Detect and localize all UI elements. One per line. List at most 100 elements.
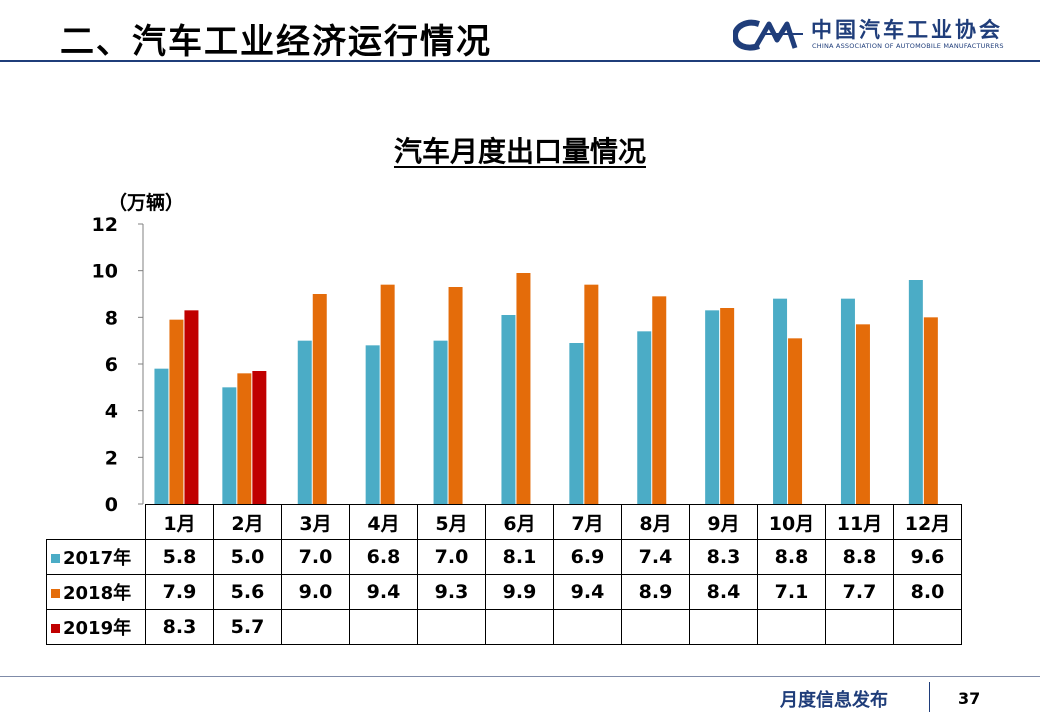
data-label: 5.8 [145,539,214,575]
y-axis-unit-label: （万辆） [108,192,185,214]
bar-2017年-9月 [705,310,720,504]
data-label: 8.4 [689,574,758,610]
data-label: 8.3 [689,539,758,575]
bar-2018年-7月 [584,284,599,504]
bar-2018年-6月 [516,273,531,504]
caam-logo: 中国汽车工业协会 CHINA ASSOCIATION OF AUTOMOBILE… [733,12,1033,58]
y-tick-label: 2 [105,447,118,469]
page-number: 37 [958,689,981,708]
legend-swatch [51,589,60,598]
x-tick-label: 8月 [621,504,690,540]
bar-2018年-5月 [448,287,463,504]
data-label [689,609,758,645]
bar-2019年-2月 [252,371,267,504]
data-label: 9.9 [485,574,554,610]
bar-2018年-9月 [720,308,735,504]
bar-2017年-5月 [433,340,448,504]
data-label: 9.4 [553,574,622,610]
x-tick-label: 1月 [145,504,214,540]
legend-label: 2017年 [63,548,132,569]
data-label: 8.9 [621,574,690,610]
bar-2017年-10月 [773,298,788,504]
data-label: 8.0 [893,574,962,610]
data-label: 5.6 [213,574,282,610]
data-label: 9.6 [893,539,962,575]
y-tick-label: 12 [92,214,118,236]
bar-2018年-10月 [788,338,803,504]
data-label [553,609,622,645]
x-tick-label: 6月 [485,504,554,540]
bar-2017年-3月 [297,340,312,504]
bar-2018年-11月 [855,324,870,504]
caam-logo-mark-icon [733,19,803,51]
data-label: 7.4 [621,539,690,575]
bar-2018年-4月 [380,284,395,504]
data-label: 8.8 [757,539,826,575]
bar-2019年-1月 [184,310,199,504]
legend-swatch [51,554,60,563]
x-tick-label: 10月 [757,504,826,540]
footer-label: 月度信息发布 [780,690,888,711]
data-label: 9.0 [281,574,350,610]
data-label [485,609,554,645]
x-tick-label: 3月 [281,504,350,540]
legend-label: 2018年 [63,583,132,604]
table-header-row: 1月 2月 3月 4月 5月 6月 7月 8月 9月 10月 11月 12月 [46,504,962,540]
data-label: 5.7 [213,609,282,645]
bar-2018年-2月 [237,373,252,504]
data-label: 8.8 [825,539,894,575]
legend-entry: 2018年 [46,574,146,610]
header-divider [0,60,1040,62]
bar-2017年-2月 [222,387,237,504]
data-label: 7.9 [145,574,214,610]
y-tick-label: 6 [105,354,118,376]
footer-divider [0,676,1040,677]
data-label: 7.1 [757,574,826,610]
data-label: 7.7 [825,574,894,610]
data-label [281,609,350,645]
logo-english-name: CHINA ASSOCIATION OF AUTOMOBILE MANUFACT… [812,42,1004,50]
page-title: 二、汽车工业经济运行情况 [60,22,492,62]
bar-2017年-6月 [501,315,516,504]
y-tick-label: 4 [105,401,118,423]
data-label: 7.0 [417,539,486,575]
legend-entry: 2017年 [46,539,146,575]
bar-2017年-8月 [637,331,652,504]
y-tick-label: 8 [105,307,118,329]
bar-2018年-1月 [169,319,184,504]
bar-2018年-3月 [312,294,327,504]
bar-2017年-12月 [908,280,923,504]
data-label [757,609,826,645]
bar-2017年-4月 [365,345,380,504]
x-tick-label: 5月 [417,504,486,540]
chart-title-text: 汽车月度出口量情况 [393,135,646,168]
bar-2018年-12月 [923,317,938,504]
bar-2018年-8月 [652,296,667,504]
data-label: 5.0 [213,539,282,575]
data-label [893,609,962,645]
data-label: 9.4 [349,574,418,610]
x-tick-label: 11月 [825,504,894,540]
x-tick-label: 12月 [893,504,962,540]
data-label: 8.1 [485,539,554,575]
data-label: 6.8 [349,539,418,575]
data-label: 8.3 [145,609,214,645]
bar-2017年-11月 [840,298,855,504]
bar-2017年-1月 [154,368,169,504]
data-label [621,609,690,645]
data-label [825,609,894,645]
data-label [349,609,418,645]
logo-chinese-name: 中国汽车工业协会 [811,18,1003,42]
table-row: 2019年 8.3 5.7 [46,609,962,645]
chart-title: 汽车月度出口量情况 [0,130,1040,170]
legend-swatch [51,624,60,633]
data-label: 9.3 [417,574,486,610]
x-tick-label: 4月 [349,504,418,540]
legend-entry: 2019年 [46,609,146,645]
x-tick-label: 7月 [553,504,622,540]
data-table: 1月 2月 3月 4月 5月 6月 7月 8月 9月 10月 11月 12月 2017年 5.8 5.0 7.… [46,504,962,645]
table-row: 2018年 7.9 5.6 9.0 9.4 9.3 9.9 9.4 8.9 8.4 7.1 7.7 8.… [46,574,962,610]
y-tick-label: 10 [92,261,118,283]
data-label: 6.9 [553,539,622,575]
